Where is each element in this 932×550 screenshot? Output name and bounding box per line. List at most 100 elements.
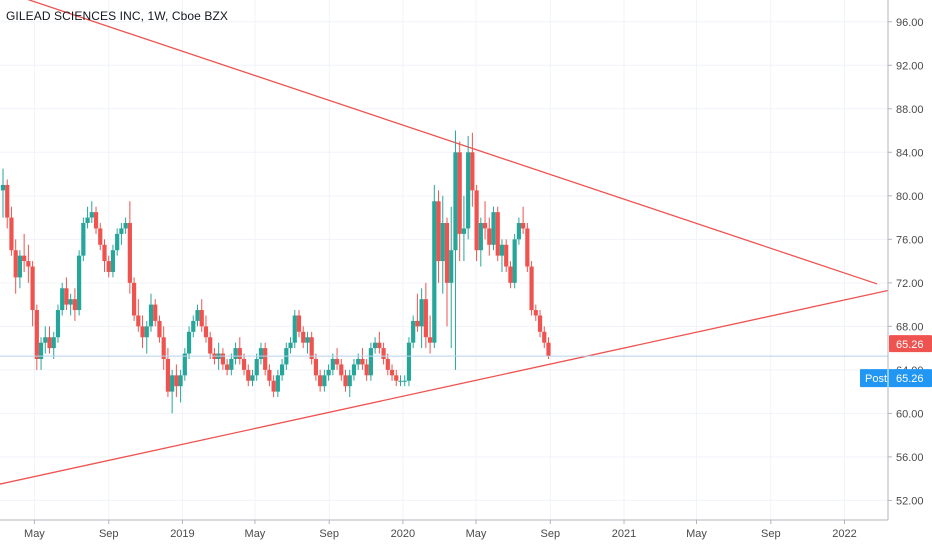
y-tick-label: 72.00 — [896, 278, 924, 290]
candle-body — [93, 212, 99, 229]
candle-body — [85, 217, 90, 224]
candle-body — [178, 375, 183, 387]
candle — [98, 223, 103, 251]
candle-body — [504, 244, 509, 267]
candle-body — [136, 315, 141, 327]
candle — [174, 364, 179, 398]
candle-body — [9, 217, 14, 251]
candle — [241, 353, 247, 376]
candle — [144, 320, 149, 354]
candle — [343, 369, 348, 392]
x-tick-label: Sep — [319, 528, 339, 540]
candle-body — [406, 342, 412, 381]
candle-body — [296, 315, 302, 332]
candle-body — [537, 315, 543, 332]
candle — [301, 326, 306, 349]
candle — [449, 206, 454, 349]
candle — [38, 337, 44, 370]
y-tick-label: 56.00 — [896, 452, 924, 464]
candle — [516, 217, 521, 245]
candle-body — [203, 326, 209, 338]
candle-body — [508, 266, 513, 283]
candle — [529, 261, 534, 316]
candle — [102, 239, 107, 272]
candle-body — [525, 228, 530, 267]
candle — [47, 326, 52, 354]
candle-body — [334, 358, 340, 365]
candle-body — [267, 369, 272, 381]
candle-body — [356, 358, 361, 365]
candle-body — [72, 299, 77, 311]
candle-body — [288, 342, 293, 349]
candle — [110, 244, 116, 278]
candle — [546, 337, 551, 359]
candle — [22, 233, 27, 272]
x-tick-label: 2021 — [612, 528, 636, 540]
candle — [170, 369, 175, 414]
candle — [140, 315, 145, 349]
candle — [521, 206, 526, 234]
candle — [495, 206, 500, 262]
candle-body — [373, 342, 378, 349]
candle — [533, 304, 538, 321]
candle-body — [292, 315, 297, 343]
candle — [279, 358, 285, 381]
candle — [309, 331, 314, 365]
candle — [482, 201, 488, 240]
candle-body — [542, 331, 547, 343]
candle — [13, 239, 18, 294]
candle — [406, 337, 412, 387]
candle — [381, 342, 386, 365]
candle — [106, 255, 111, 278]
candle-body — [123, 223, 128, 229]
candle-body — [106, 261, 111, 272]
candle-body — [449, 250, 454, 283]
candle-body — [144, 326, 149, 338]
candle-body — [415, 320, 420, 327]
candle — [542, 326, 547, 349]
candle-body — [326, 369, 331, 376]
candle-body — [461, 228, 467, 234]
candle-body — [68, 299, 73, 305]
candle — [398, 375, 403, 387]
candle — [136, 299, 141, 332]
candle-body — [51, 337, 56, 349]
candle — [525, 223, 530, 272]
candle — [313, 353, 319, 381]
candle-body — [60, 288, 65, 311]
candle — [334, 348, 340, 370]
candle — [195, 304, 200, 327]
candle-body — [385, 358, 390, 370]
candle-body — [521, 223, 526, 229]
candle-body — [237, 348, 242, 359]
candle — [389, 364, 395, 381]
candle-body — [17, 255, 23, 278]
candle-body — [436, 201, 441, 262]
candle-body — [64, 288, 69, 305]
candle — [26, 244, 31, 283]
candle-body — [34, 310, 39, 359]
x-tick-label: 2022 — [832, 528, 856, 540]
candle — [351, 358, 357, 381]
candle — [203, 315, 209, 343]
candle — [432, 184, 437, 349]
candle-body — [309, 337, 314, 359]
y-tick-label: 52.00 — [896, 495, 924, 507]
candle-body — [250, 375, 255, 381]
candle — [64, 277, 69, 311]
candle — [148, 293, 154, 332]
y-tick-label: 68.00 — [896, 321, 924, 333]
candle-body — [170, 375, 175, 392]
candle-body — [271, 380, 276, 392]
candle — [0, 168, 6, 218]
candle-body — [195, 310, 200, 321]
post-market-label: Post — [865, 373, 887, 385]
candle-body — [98, 228, 103, 245]
y-tick-label: 84.00 — [896, 147, 924, 159]
y-tick-label: 88.00 — [896, 104, 924, 116]
candle-body — [360, 358, 365, 365]
candle-body — [275, 375, 280, 392]
candle-body — [47, 337, 52, 349]
candle — [537, 310, 543, 338]
